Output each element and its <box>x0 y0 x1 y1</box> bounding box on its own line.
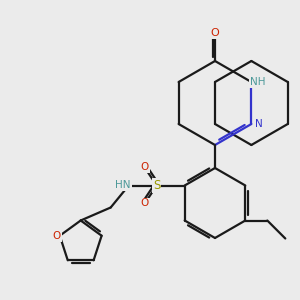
Text: O: O <box>141 199 149 208</box>
Text: O: O <box>52 231 61 241</box>
Text: NH: NH <box>250 77 265 87</box>
Text: O: O <box>211 28 219 38</box>
Text: S: S <box>153 179 160 192</box>
Text: HN: HN <box>115 181 131 190</box>
Text: O: O <box>141 163 149 172</box>
Text: N: N <box>256 119 263 129</box>
